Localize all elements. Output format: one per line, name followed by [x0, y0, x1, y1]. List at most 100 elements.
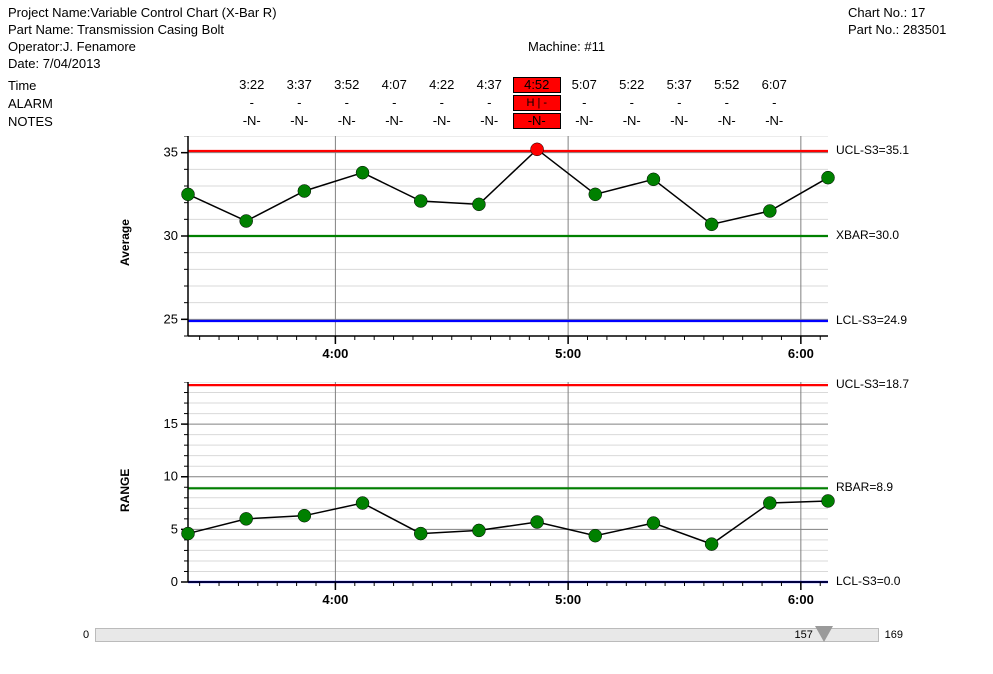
alarm-cell: -	[608, 95, 656, 111]
svg-text:10: 10	[164, 469, 178, 484]
partno-value: 283501	[903, 22, 946, 37]
data-point	[705, 218, 718, 231]
data-point	[182, 188, 195, 201]
part-line: Part Name: Transmission Casing Bolt	[8, 21, 277, 38]
slider-max: 169	[885, 629, 903, 641]
data-point	[705, 538, 718, 551]
data-point	[472, 198, 485, 211]
data-point	[414, 195, 427, 208]
time-cells: 3:223:373:524:074:224:374:525:075:225:37…	[228, 77, 798, 93]
time-cell: 5:22	[608, 77, 656, 93]
data-point	[531, 143, 544, 156]
alarm-cell: -	[371, 95, 419, 111]
notes-cell: -N-	[371, 113, 419, 129]
notes-row: NOTES -N--N--N--N--N--N--N--N--N--N--N--…	[8, 112, 985, 130]
svg-text:5: 5	[171, 521, 178, 536]
data-point	[414, 527, 427, 540]
svg-text:0: 0	[171, 574, 178, 589]
limit-label: LCL-S3=0.0	[836, 574, 900, 588]
slider-track[interactable]: 157	[95, 628, 879, 642]
svg-text:25: 25	[164, 311, 178, 326]
operator-label: Operator:	[8, 39, 63, 54]
header: Project Name:Variable Control Chart (X-B…	[8, 4, 985, 72]
machine-value: #11	[584, 39, 605, 54]
time-row-label: Time	[8, 78, 228, 93]
notes-cell: -N-	[513, 113, 561, 129]
alarm-cell: -	[418, 95, 466, 111]
time-cell: 3:37	[276, 77, 324, 93]
data-point	[531, 516, 544, 529]
partno-label: Part No.:	[848, 22, 899, 37]
svg-text:4:00: 4:00	[322, 592, 348, 607]
data-point	[763, 497, 776, 510]
limit-label: RBAR=8.9	[836, 480, 893, 494]
alarm-row-label: ALARM	[8, 96, 228, 111]
slider-value-label: 157	[794, 629, 812, 641]
data-point	[472, 524, 485, 537]
svg-text:6:00: 6:00	[788, 346, 814, 361]
operator-line: Operator:J. Fenamore	[8, 38, 277, 55]
slider-min: 0	[83, 629, 89, 641]
svg-text:5:00: 5:00	[555, 592, 581, 607]
notes-cells: -N--N--N--N--N--N--N--N--N--N--N--N-	[228, 113, 798, 129]
slider[interactable]: 0 157 169	[83, 628, 903, 642]
time-row: Time 3:223:373:524:074:224:374:525:075:2…	[8, 76, 985, 94]
partno-line: Part No.: 283501	[848, 21, 946, 38]
project-label: Project Name:	[8, 5, 90, 20]
slider-thumb[interactable]	[815, 626, 833, 642]
data-point	[298, 509, 311, 522]
project-value: Variable Control Chart (X-Bar R)	[90, 5, 276, 20]
time-cell: 4:37	[466, 77, 514, 93]
part-value: Transmission Casing Bolt	[77, 22, 224, 37]
machine-line: Machine: #11	[528, 38, 605, 55]
data-point	[647, 173, 660, 186]
chartno-line: Chart No.: 17	[848, 4, 946, 21]
notes-cell: -N-	[323, 113, 371, 129]
alarm-cell: -	[323, 95, 371, 111]
y-axis-label: RANGE	[118, 469, 132, 512]
limit-label: UCL-S3=35.1	[836, 143, 909, 157]
time-cell: 3:22	[228, 77, 276, 93]
svg-text:6:00: 6:00	[788, 592, 814, 607]
chart-svg: 0 5 10 15 4:00 5:00 6:00	[8, 382, 838, 618]
notes-cell: -N-	[703, 113, 751, 129]
header-left: Project Name:Variable Control Chart (X-B…	[8, 4, 277, 72]
range-chart: 0510154:005:006:00RANGEUCL-S3=18.7RBAR=8…	[8, 382, 985, 618]
data-point	[182, 527, 195, 540]
sample-table: Time 3:223:373:524:074:224:374:525:075:2…	[8, 76, 985, 130]
notes-row-label: NOTES	[8, 114, 228, 129]
average-chart: 2530354:005:006:00AverageUCL-S3=35.1XBAR…	[8, 136, 985, 372]
notes-cell: -N-	[751, 113, 799, 129]
alarm-cell: -	[466, 95, 514, 111]
charts: 2530354:005:006:00AverageUCL-S3=35.1XBAR…	[8, 136, 985, 618]
alarm-cells: ------H | ------	[228, 95, 798, 111]
data-point	[647, 517, 660, 530]
svg-text:5:00: 5:00	[555, 346, 581, 361]
data-point	[589, 188, 602, 201]
chartno-label: Chart No.:	[848, 5, 907, 20]
chart-svg: 2530354:005:006:00	[8, 136, 838, 372]
alarm-cell: -	[561, 95, 609, 111]
time-cell: 3:52	[323, 77, 371, 93]
time-cell: 5:52	[703, 77, 751, 93]
notes-cell: -N-	[608, 113, 656, 129]
alarm-cell: -	[751, 95, 799, 111]
data-point	[763, 205, 776, 218]
data-point	[589, 529, 602, 542]
data-point	[240, 215, 253, 228]
chartno-value: 17	[911, 5, 925, 20]
time-cell: 4:22	[418, 77, 466, 93]
notes-cell: -N-	[656, 113, 704, 129]
svg-text:15: 15	[164, 416, 178, 431]
data-point	[240, 512, 253, 525]
notes-cell: -N-	[466, 113, 514, 129]
alarm-cell: -	[228, 95, 276, 111]
time-cell: 5:07	[561, 77, 609, 93]
alarm-row: ALARM ------H | ------	[8, 94, 985, 112]
date-label: Date:	[8, 56, 39, 71]
operator-value: J. Fenamore	[63, 39, 136, 54]
header-right: Chart No.: 17 Part No.: 283501	[848, 4, 946, 38]
alarm-cell: -	[703, 95, 751, 111]
limit-label: UCL-S3=18.7	[836, 377, 909, 391]
svg-text:35: 35	[164, 145, 178, 160]
